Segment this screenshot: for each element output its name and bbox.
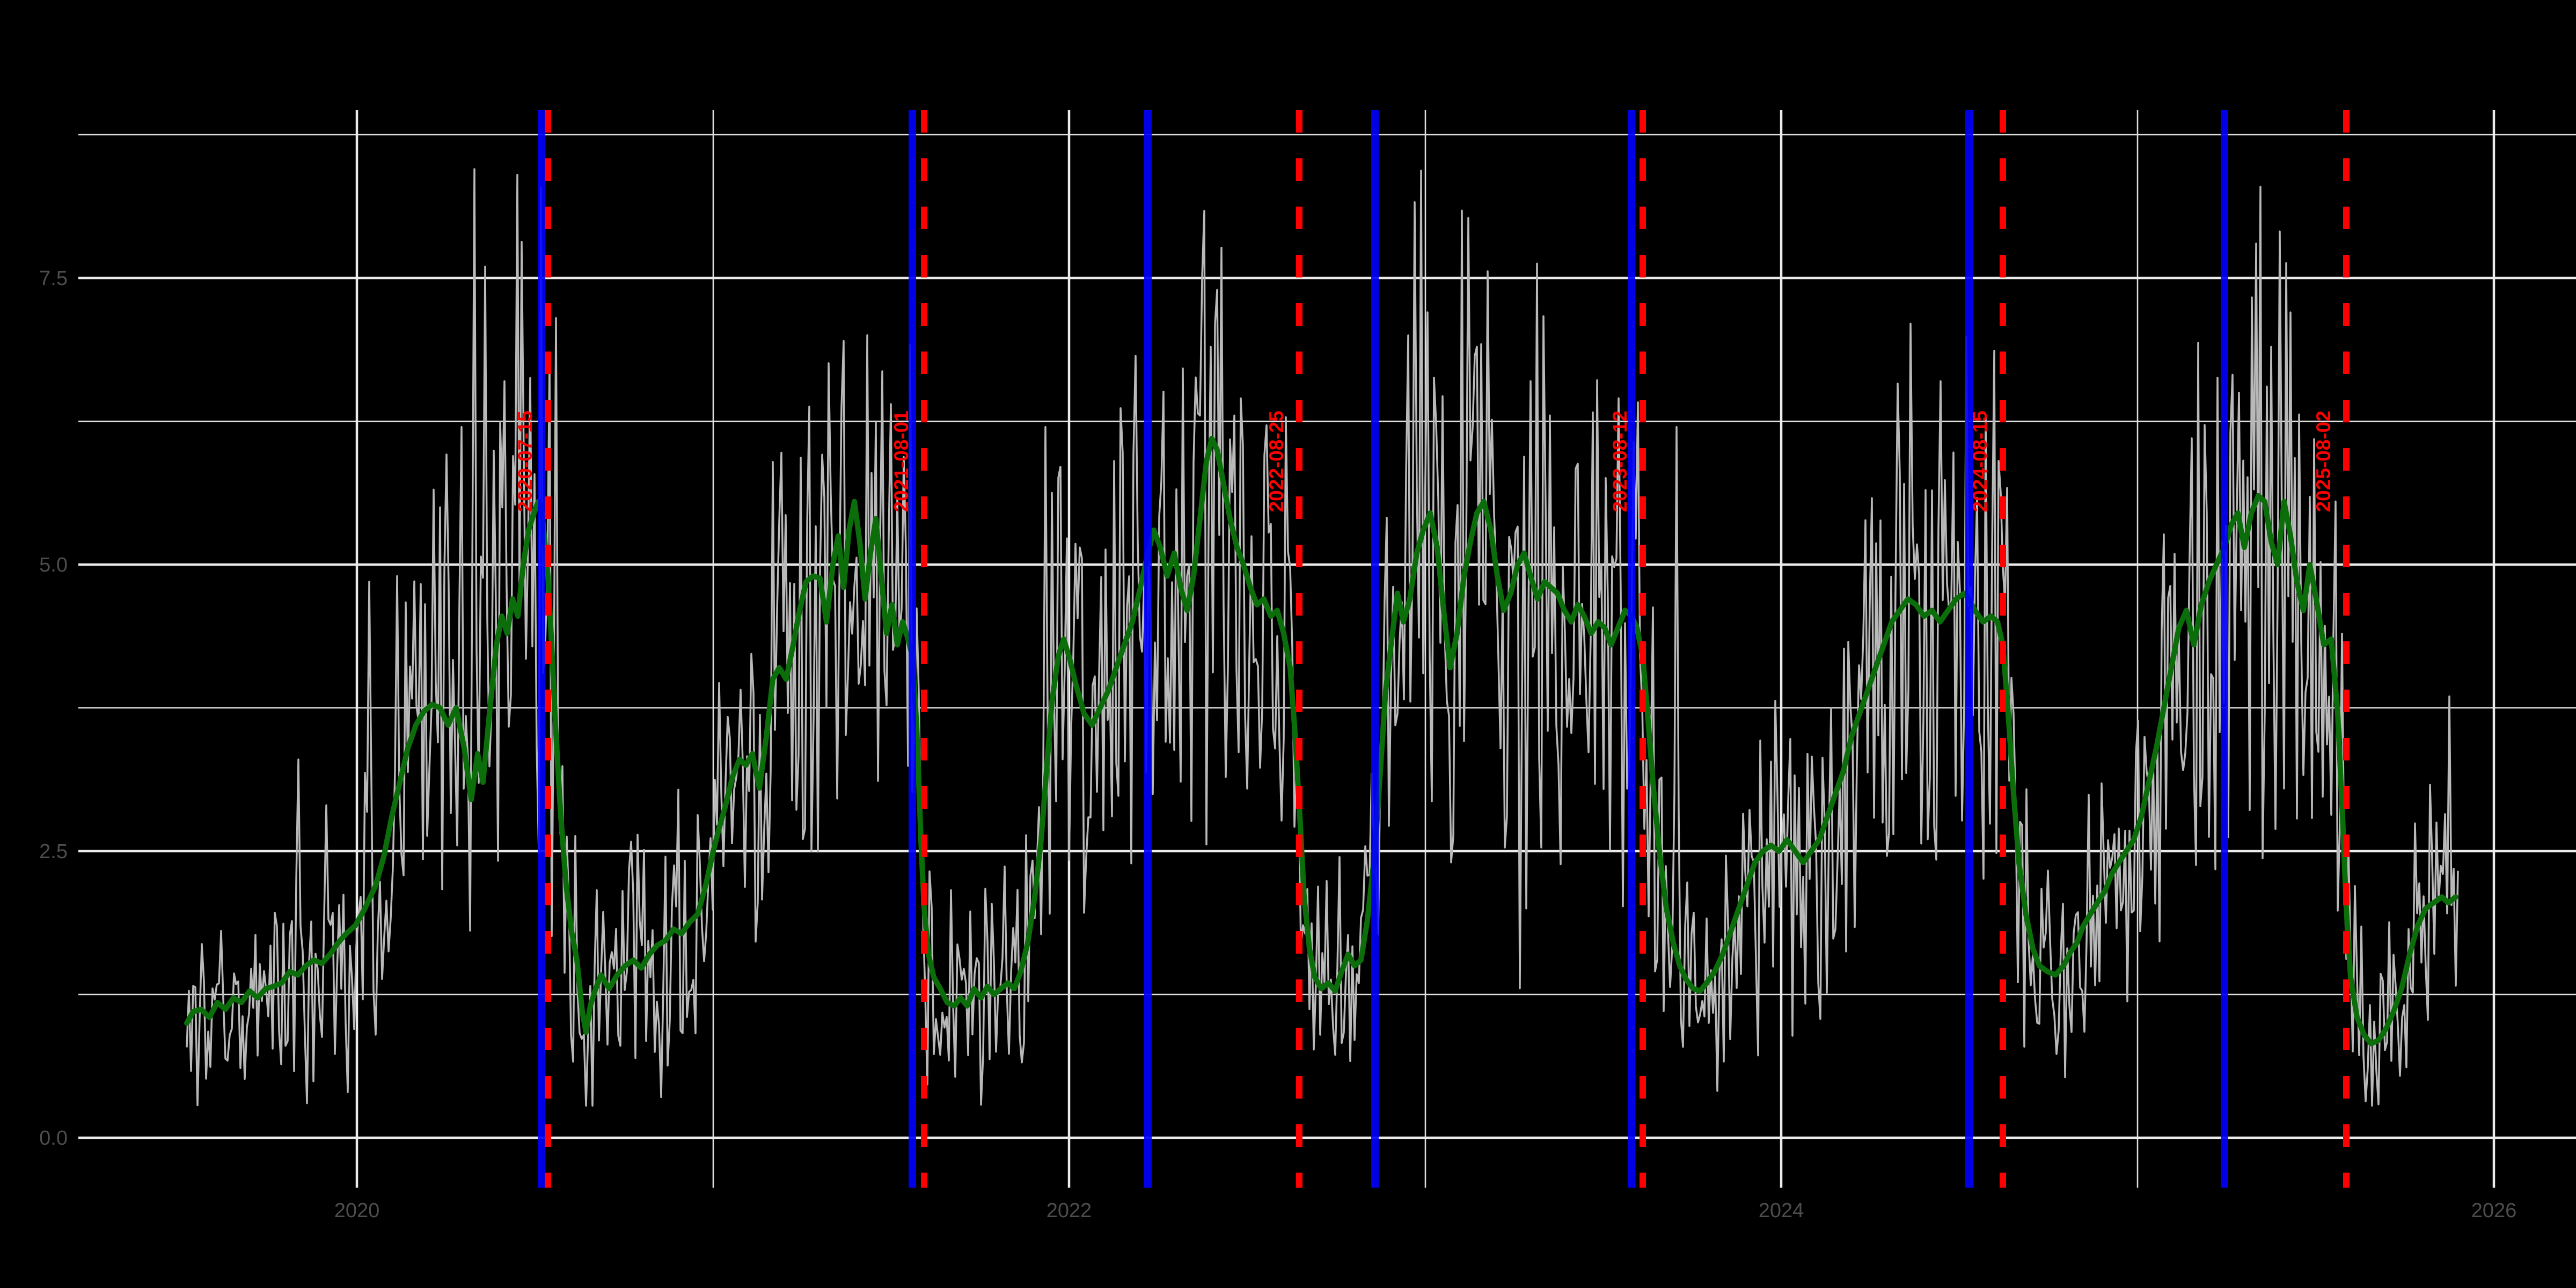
- event-date-annotations: 2020-07-15 2021-08-01 2022-08-25 2023-08-12…: [514, 411, 2334, 512]
- event-date-label: 2020-07-15: [514, 411, 536, 512]
- smoothed-trend-series: [184, 436, 2458, 1046]
- blue-event-lines: [538, 110, 2228, 1188]
- event-date-label: 2023-08-12: [1609, 411, 1631, 512]
- y-axis-tick-label: 2.5: [39, 840, 68, 863]
- gridlines-minor: [78, 110, 2576, 1188]
- gridlines-major: [78, 110, 2576, 1188]
- x-axis-tick-label: 2024: [1759, 1199, 1804, 1222]
- event-date-label: 2022-08-25: [1265, 411, 1287, 512]
- red-dashed-event-lines: [545, 110, 2350, 1188]
- raw-daily-series: [186, 168, 2459, 1107]
- raw-daily-line: [186, 168, 2459, 1107]
- x-axis-tick-label: 2022: [1046, 1199, 1092, 1222]
- event-date-label: 2024-08-15: [1969, 411, 1991, 512]
- x-axis-labels: 2020 2022 2024 2026: [334, 1199, 2517, 1222]
- y-axis-tick-label: 7.5: [39, 267, 68, 290]
- y-axis-tick-label: 0.0: [39, 1127, 68, 1150]
- event-date-label: 2021-08-01: [890, 411, 912, 512]
- x-axis-tick-label: 2020: [334, 1199, 380, 1222]
- y-axis-tick-label: 5.0: [39, 554, 68, 576]
- y-axis-labels: 0.0 2.5 5.0 7.5: [39, 267, 68, 1150]
- smoothed-trend-line: [184, 436, 2458, 1046]
- event-date-label: 2025-08-02: [2312, 411, 2334, 512]
- x-axis-tick-label: 2026: [2471, 1199, 2517, 1222]
